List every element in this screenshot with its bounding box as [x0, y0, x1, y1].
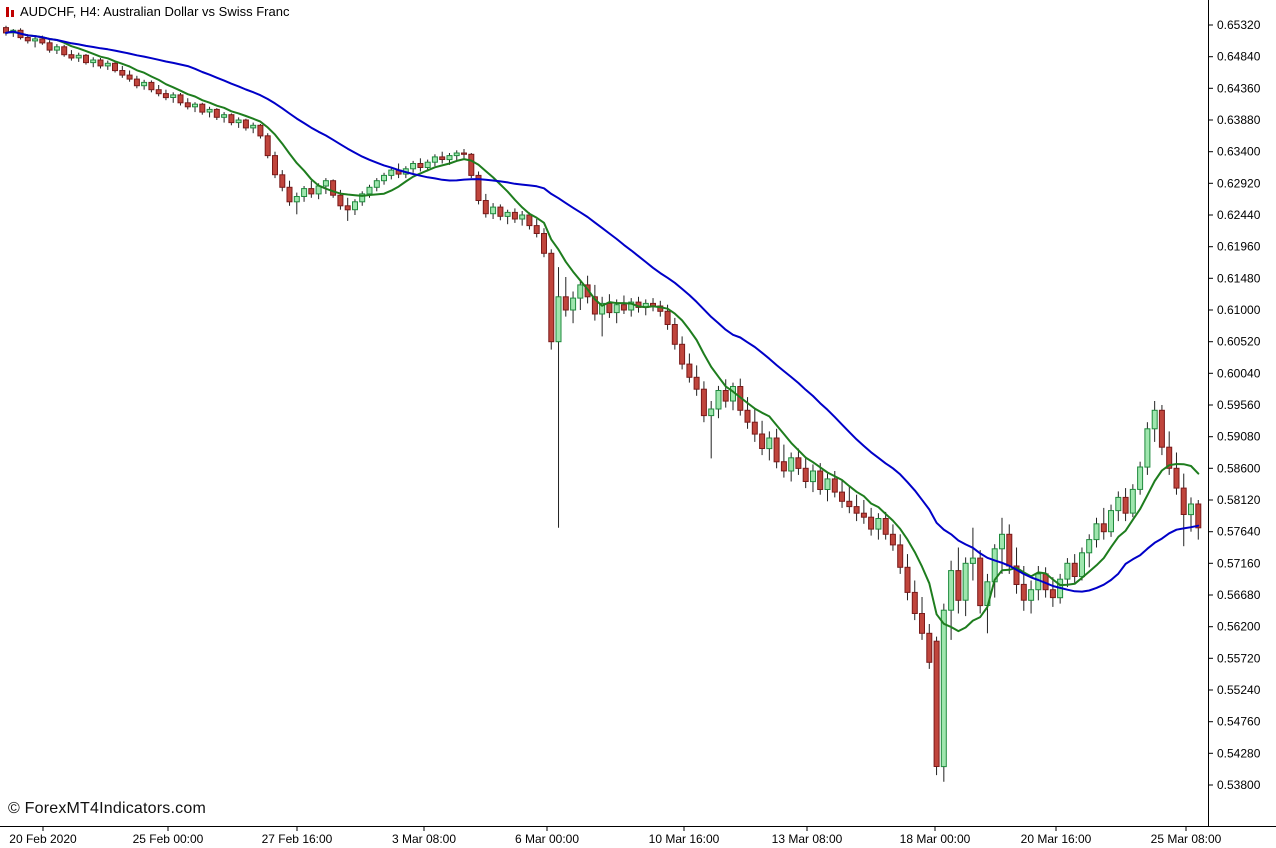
time-tick-label: 25 Feb 00:00	[133, 832, 204, 846]
price-tick-label: 0.65320	[1217, 18, 1261, 32]
time-tick-label: 20 Mar 16:00	[1021, 832, 1092, 846]
time-tick-label: 18 Mar 00:00	[900, 832, 971, 846]
price-tick-label: 0.55240	[1217, 683, 1261, 697]
time-tick-label: 6 Mar 00:00	[515, 832, 579, 846]
price-tick-label: 0.62440	[1217, 208, 1261, 222]
price-tick-label: 0.54760	[1217, 715, 1261, 729]
price-tick-label: 0.64360	[1217, 81, 1261, 95]
price-tick-label: 0.59080	[1217, 430, 1261, 444]
candles-layer[interactable]	[3, 25, 1202, 782]
price-tick-label: 0.60520	[1217, 335, 1261, 349]
price-tick-label: 0.59560	[1217, 398, 1261, 412]
price-tick-label: 0.57160	[1217, 556, 1261, 570]
time-tick-label: 27 Feb 16:00	[262, 832, 333, 846]
time-axis[interactable]: 20 Feb 2020 25 Feb 00:00 27 Feb 16:00 3 Mar…	[0, 826, 1276, 848]
price-tick-label: 0.56680	[1217, 588, 1261, 602]
price-tick-label: 0.58120	[1217, 493, 1261, 507]
price-tick-label: 0.58600	[1217, 461, 1261, 475]
price-tick-label: 0.53800	[1217, 778, 1261, 792]
time-tick-label: 20 Feb 2020	[9, 832, 77, 846]
price-tick-label: 0.62920	[1217, 176, 1261, 190]
chart-title: AUDCHF, H4: Australian Dollar vs Swiss F…	[5, 4, 289, 19]
price-tick-label: 0.63880	[1217, 113, 1261, 127]
time-tick-label: 13 Mar 08:00	[772, 832, 843, 846]
price-tick-label: 0.57640	[1217, 525, 1261, 539]
price-tick-label: 0.60040	[1217, 366, 1261, 380]
price-tick-label: 0.61960	[1217, 240, 1261, 254]
price-tick-label: 0.56200	[1217, 620, 1261, 634]
price-axis[interactable]: 0.65320 0.64840 0.64360 0.63880 0.63400 0.629…	[1208, 0, 1276, 826]
symbol-title: AUDCHF, H4: Australian Dollar vs Swiss F…	[20, 4, 290, 19]
price-tick-label: 0.64840	[1217, 50, 1261, 64]
slow-ma-line	[5, 30, 1200, 593]
time-tick-label: 25 Mar 08:00	[1151, 832, 1222, 846]
chart-icon	[5, 6, 15, 17]
time-tick-label: 3 Mar 08:00	[392, 832, 456, 846]
price-tick-label: 0.54280	[1217, 746, 1261, 760]
price-tick-label: 0.61480	[1217, 271, 1261, 285]
watermark: © ForexMT4Indicators.com	[8, 800, 206, 817]
time-tick-label: 10 Mar 16:00	[649, 832, 720, 846]
price-tick-label: 0.61000	[1217, 303, 1261, 317]
price-tick-label: 0.55720	[1217, 651, 1261, 665]
fast-ma-line	[5, 30, 1200, 633]
price-tick-label: 0.63400	[1217, 145, 1261, 159]
